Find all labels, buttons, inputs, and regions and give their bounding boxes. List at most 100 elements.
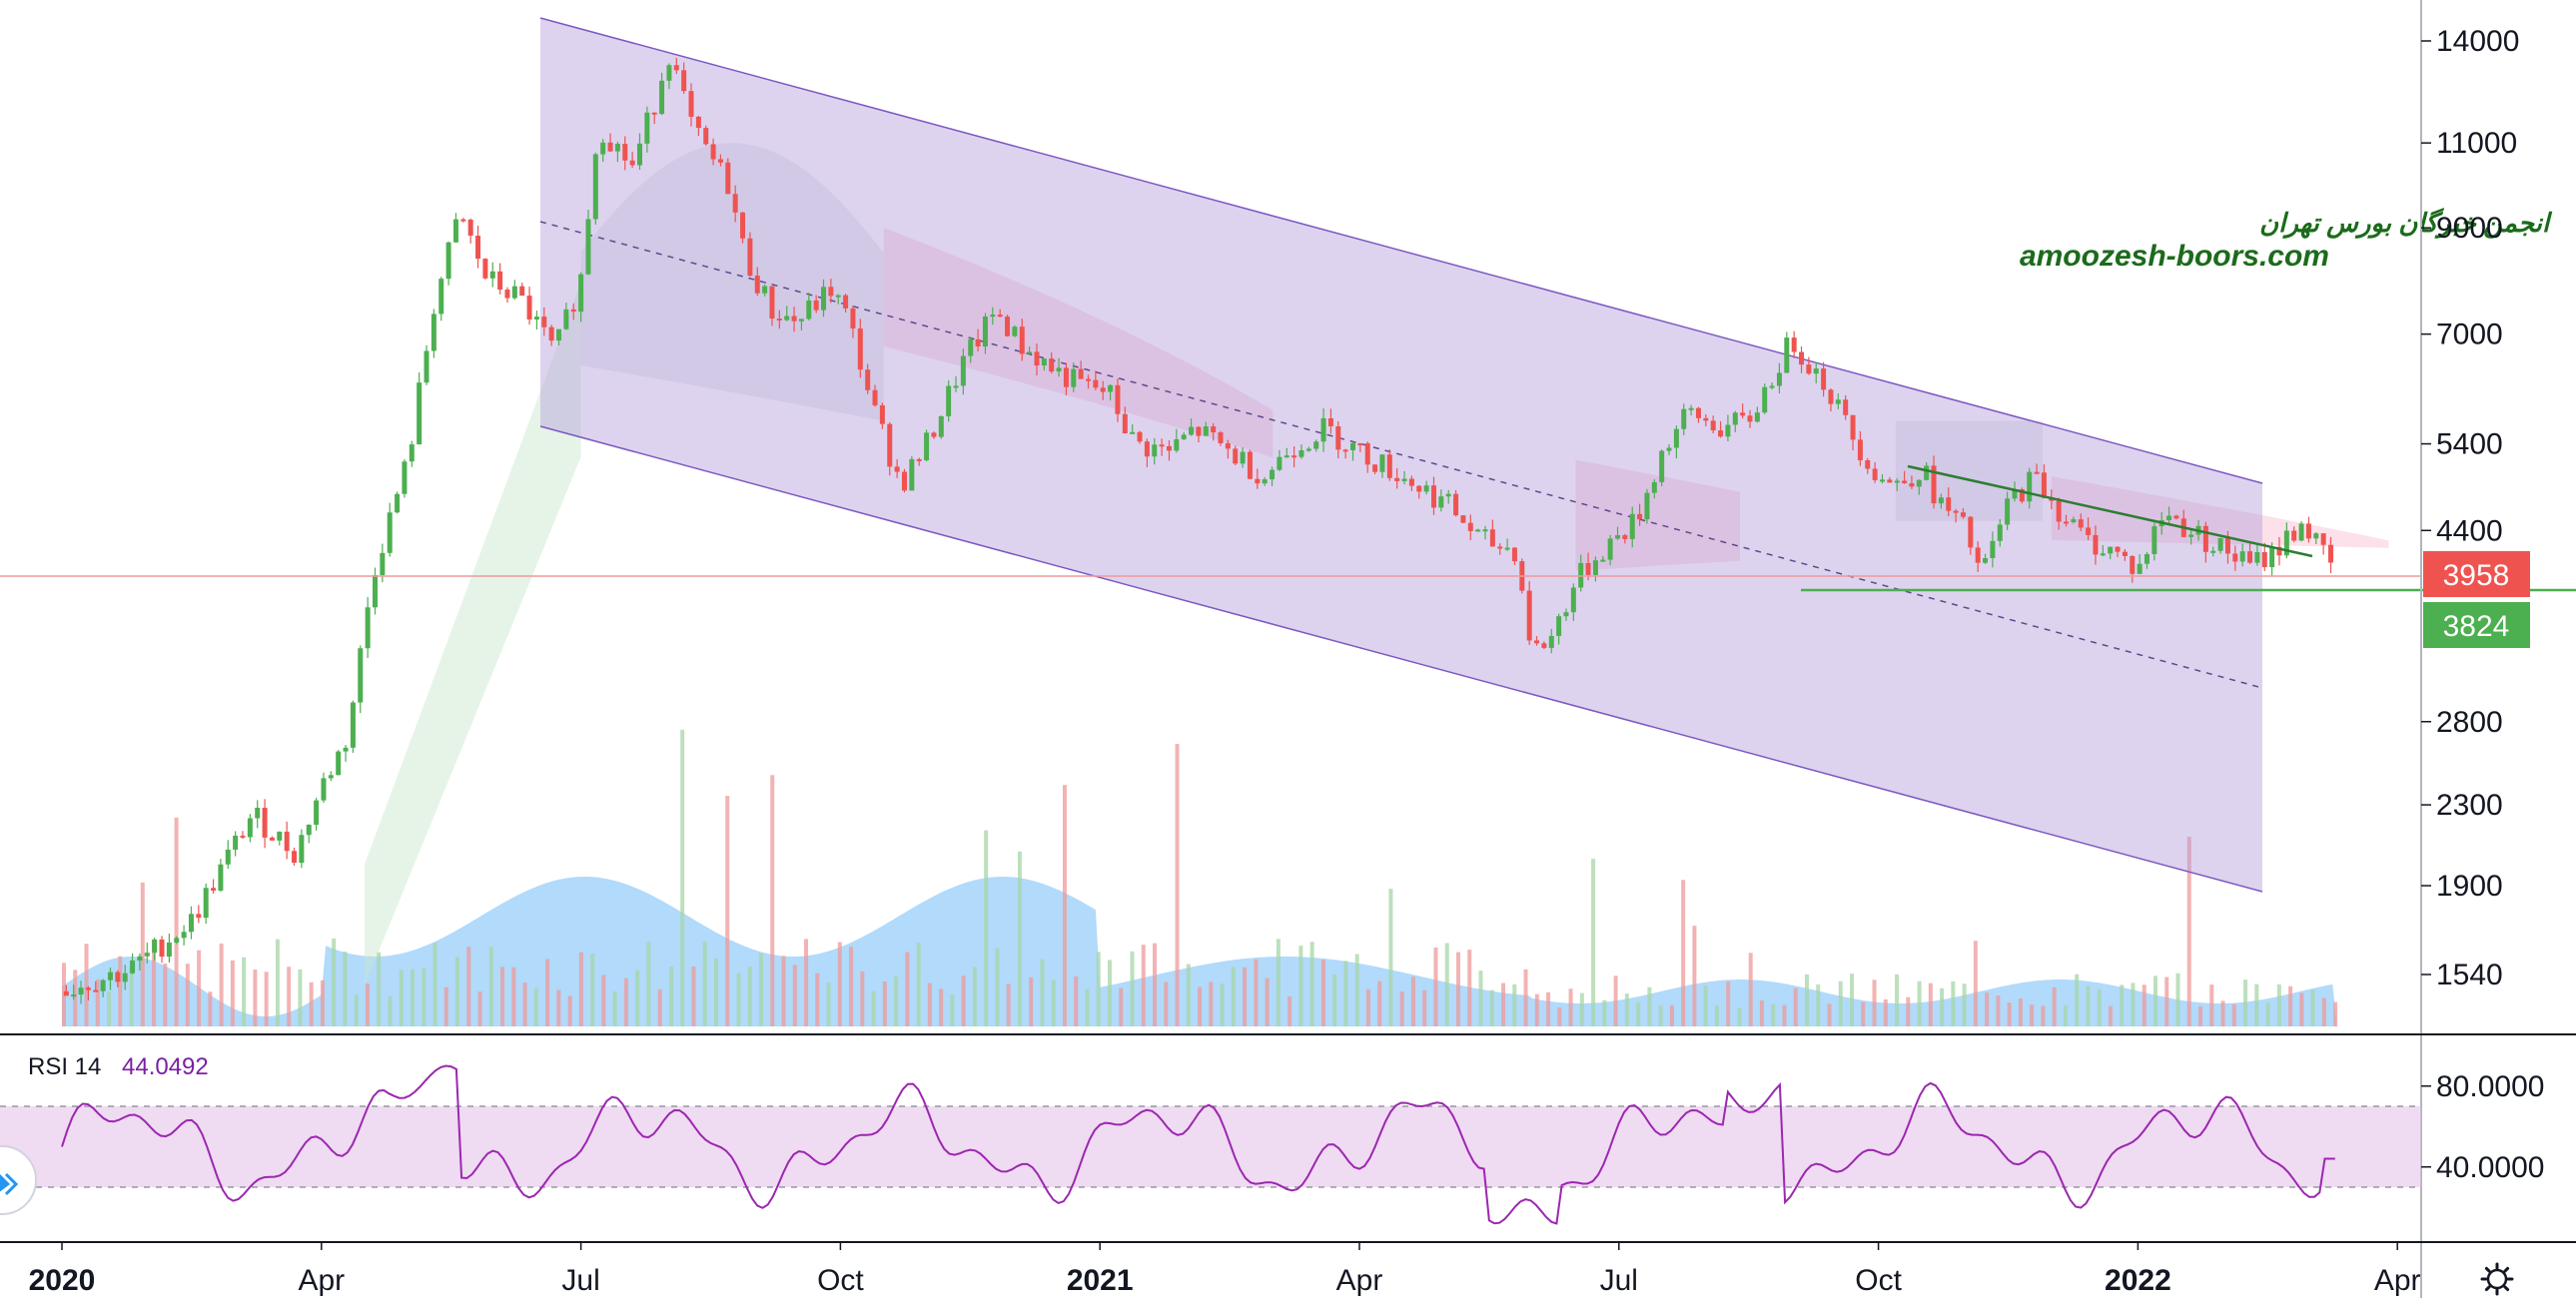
volume-bar <box>747 966 752 1026</box>
candle-body <box>2261 552 2267 568</box>
volume-bar <box>140 882 145 1026</box>
volume-bar <box>1220 983 1225 1026</box>
candle-body <box>1144 441 1150 457</box>
candle-body <box>2130 555 2136 574</box>
candle-body <box>1342 449 1348 452</box>
volume-bar <box>2052 986 2057 1026</box>
volume-bar <box>860 971 865 1026</box>
candle-body <box>218 864 224 891</box>
candle-body <box>681 70 687 92</box>
candle-body <box>1806 364 1812 374</box>
candle-body <box>1379 454 1385 472</box>
candle-body <box>1548 635 1554 648</box>
candle-body <box>2166 515 2172 521</box>
volume-bar <box>1444 943 1449 1026</box>
candle-body <box>879 404 885 424</box>
candle-body <box>306 824 312 836</box>
candle-body <box>946 385 952 416</box>
cloud-bearish <box>2051 476 2389 548</box>
volume-bar <box>984 830 989 1026</box>
volume-bar <box>410 969 415 1026</box>
candle-body <box>2144 554 2149 564</box>
volume-bar <box>1771 1003 1776 1026</box>
rsi-axis[interactable]: 80.0000 40.0000 <box>2421 1070 2544 1184</box>
candle-body <box>277 831 283 841</box>
candle-body <box>1298 450 1304 457</box>
candle-body <box>511 286 517 299</box>
volume-bar <box>1883 999 1888 1026</box>
candle-body <box>1078 368 1084 379</box>
time-axis[interactable]: 2020 Apr Jul Oct 2021 Apr Jul Oct 2022 Apr <box>29 1242 2421 1297</box>
candle-body <box>924 432 930 460</box>
candle-body <box>1718 430 1724 437</box>
candle-body <box>1137 431 1143 442</box>
price-axis[interactable]: 14000 11000 9000 7000 5400 4400 2800 2300 1900 15… <box>2421 25 2519 991</box>
candle-body <box>1423 485 1429 492</box>
volume-bar <box>1040 959 1045 1026</box>
candle-body <box>843 295 849 309</box>
volume-bar <box>2321 997 2326 1026</box>
candle-body <box>196 914 202 919</box>
candle-body <box>1879 479 1885 482</box>
candle-body <box>2269 546 2275 568</box>
volume-bar <box>1647 986 1652 1026</box>
candle-body <box>1813 368 1819 374</box>
volume-bar <box>2265 1002 2270 1026</box>
candle-body <box>247 818 253 838</box>
volume-bar <box>2254 983 2259 1026</box>
price-pane[interactable] <box>0 17 2576 1026</box>
candle-body <box>1196 426 1202 436</box>
volume-bar <box>1714 1004 1719 1026</box>
rsi-pane-toggle-icon[interactable] <box>0 1145 37 1215</box>
candle-body <box>1211 426 1217 433</box>
candle-body <box>475 236 481 260</box>
settings-icon[interactable] <box>2480 1262 2514 1296</box>
candle-body <box>1313 441 1319 449</box>
candle-body <box>1615 535 1621 539</box>
candle-body <box>166 943 172 958</box>
volume-bar <box>320 979 325 1026</box>
time-tick-label: 2020 <box>29 1264 96 1297</box>
volume-bar <box>1332 974 1337 1026</box>
candle-body <box>526 296 532 320</box>
volume-bar <box>668 967 673 1026</box>
volume-bar <box>1557 1006 1562 1026</box>
volume-bar <box>916 942 921 1026</box>
candle-body <box>1931 465 1937 504</box>
volume-bar <box>1512 983 1517 1026</box>
rsi-legend[interactable]: RSI 14 44.0492 <box>0 1048 230 1082</box>
rsi-legend-title: RSI 14 <box>28 1053 101 1080</box>
volume-bar <box>264 972 269 1026</box>
volume-bar <box>1850 974 1855 1026</box>
volume-bar <box>1343 961 1348 1026</box>
candle-body <box>2056 500 2062 522</box>
candle-body <box>2283 530 2289 556</box>
rsi-pane[interactable] <box>0 1064 2421 1225</box>
candle-body <box>417 382 423 445</box>
candle-body <box>2298 523 2304 541</box>
volume-bar <box>1231 967 1236 1026</box>
candle-body <box>1585 562 1591 575</box>
volume-bar <box>1658 1004 1663 1026</box>
candle-body <box>1034 351 1040 365</box>
volume-bar <box>849 947 854 1026</box>
candle-body <box>460 219 466 222</box>
candle-body <box>563 309 569 329</box>
volume-bar <box>2007 1002 2012 1026</box>
volume-bar <box>365 983 370 1026</box>
candle-body <box>1093 379 1099 388</box>
candle-body <box>1291 455 1297 458</box>
candle-body <box>482 259 488 279</box>
cloud-bullish <box>365 282 581 986</box>
volume-bar <box>1861 1001 1866 1026</box>
candle-body <box>570 309 576 313</box>
candle-body <box>181 932 187 939</box>
candle-body <box>328 775 334 779</box>
candle-body <box>968 338 974 356</box>
volume-bar <box>1782 1004 1787 1026</box>
rsi-legend-bg <box>0 1048 230 1082</box>
candle-body <box>409 444 415 462</box>
candle-body <box>1695 407 1701 418</box>
volume-bar <box>1501 982 1506 1026</box>
